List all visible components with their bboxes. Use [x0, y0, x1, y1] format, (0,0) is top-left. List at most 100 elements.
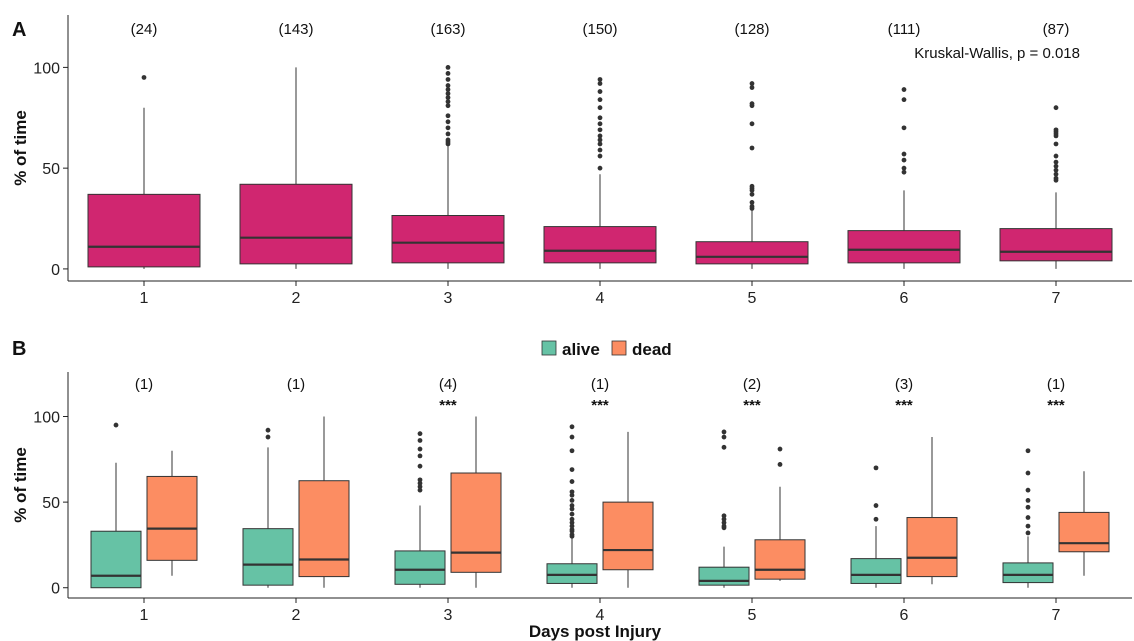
panel-a-day-3-outlier-point	[445, 83, 451, 88]
panel-b-alive-day-5-outlier-point	[721, 523, 727, 529]
panel-a-day-3-outlier-point	[445, 77, 451, 82]
panel-a-x-tick-label: 2	[292, 290, 301, 307]
panel-b-alive-day-4-outlier-point	[569, 424, 575, 430]
panel-b-alive-day-5-outlier-point	[721, 434, 727, 440]
panel-a-day-3-outlier-point	[445, 137, 451, 143]
panel-b-alive-day-4-box	[546, 563, 598, 584]
panel-a-day-1-box	[87, 193, 201, 268]
panel-b-dead-day-5-outlier-point	[777, 462, 783, 467]
panel-b-x-tick-label: 2	[292, 607, 301, 624]
panel-b-alive-day-4-outlier-point	[569, 489, 575, 495]
panel-a-day-3-outlier-point	[445, 64, 451, 70]
panel-a-day-6-outlier-point	[901, 87, 907, 92]
panel-a-day-6-outlier-point	[901, 125, 907, 131]
panel-a-day-7-outlier-point	[1053, 171, 1059, 177]
panel-a-day-6-outlier-point	[901, 97, 907, 103]
panel-b-significance-mark: ***	[591, 397, 609, 414]
panel-a-day-6-outlier-point	[901, 157, 907, 163]
panel-b-alive-day-6-outlier-point	[873, 503, 879, 508]
panel-b-alive-day-2-outlier-point	[265, 434, 271, 440]
panel-a-day-4-outlier-point	[597, 115, 603, 121]
panel-a-day-4-outlier-point	[597, 137, 603, 143]
panel-a-day-5-outlier-point	[749, 200, 755, 205]
panel-b-alive-day-3-outlier-point	[417, 480, 423, 486]
panel-b-dead-day-5-box	[754, 539, 806, 580]
panel-a-plot-area: 0 50 100 1 (24) 2 (143) 3 (163) 4 (150) 5 (128) 6 (111…	[33, 15, 1132, 307]
panel-a-day-7-box	[999, 228, 1113, 262]
panel-a-day-5-outlier-point	[749, 85, 755, 90]
panel-b-sample-count: (3)	[895, 376, 913, 393]
panel-b-alive-day-5-box	[698, 566, 750, 586]
panel-a-sample-count: (24)	[131, 21, 158, 38]
panel-b-alive-day-4-outlier-point	[569, 498, 575, 503]
panel-a-day-5-outlier-point	[749, 81, 755, 86]
panel-b-y-tick-label: 0	[51, 581, 60, 598]
panel-a-day-4-outlier-point	[597, 141, 603, 147]
panel-b-alive-day-2-outlier-point	[265, 427, 271, 433]
panel-b-alive-day-4-outlier-point	[569, 434, 575, 440]
panel-a-day-6-outlier-point	[901, 151, 907, 157]
panel-a-sample-count: (111)	[888, 21, 921, 38]
panel-b-alive-day-7-outlier-point	[1025, 523, 1031, 529]
legend-swatch-dead	[611, 340, 627, 356]
panel-b-x-tick-label: 3	[444, 607, 453, 624]
panel-b-alive-day-3-outlier-point	[417, 484, 423, 490]
panel-b-alive-day-3-outlier-point	[417, 477, 423, 483]
panel-a-x-tick-label: 4	[596, 290, 605, 307]
panel-b-alive-day-3-outlier-point	[417, 463, 423, 469]
panel-a-day-3-outlier-point	[445, 99, 451, 105]
panel-b-significance-mark: ***	[1047, 397, 1065, 414]
panel-a-day-4-outlier-point	[597, 105, 603, 111]
panel-b-alive-day-5-outlier-point	[721, 444, 727, 450]
panel-a: A % of time Kruskal-Wallis, p = 0.018 0 5…	[11, 15, 1132, 307]
panel-a-y-tick-label: 0	[51, 262, 60, 279]
panel-a-day-3-outlier-point	[445, 91, 451, 96]
panel-b-y-tick-label: 50	[42, 495, 60, 512]
panel-b-dead-day-7-box	[1058, 511, 1110, 553]
panel-a-day-3-outlier-point	[445, 87, 451, 92]
panel-b-x-tick-label: 4	[596, 607, 605, 624]
panel-b-alive-day-4-outlier-point	[569, 503, 575, 508]
panel-a-day-4-outlier-point	[597, 165, 603, 171]
panel-b-dead-day-2-box	[298, 480, 350, 578]
panel-a-day-5-outlier-point	[749, 183, 755, 189]
legend-label-alive: alive	[562, 340, 600, 359]
panel-b-alive-day-6-outlier-point	[873, 465, 879, 471]
panel-b-sample-count: (4)	[439, 376, 457, 393]
panel-a-y-tick-label: 100	[33, 60, 60, 77]
panel-a-day-4-outlier-point	[597, 97, 603, 103]
panel-a-day-4-outlier-point	[597, 147, 603, 153]
panel-a-day-4-outlier-point	[597, 127, 603, 133]
panel-b-alive-day-7-outlier-point	[1025, 448, 1031, 454]
panel-b-x-tick-label: 5	[748, 607, 757, 624]
panel-b-sample-count: (2)	[743, 376, 761, 393]
panel-b-alive-day-5-outlier-point	[721, 429, 727, 435]
x-axis-title: Days post Injury	[529, 622, 662, 641]
panel-b-alive-day-4-outlier-point	[569, 467, 575, 472]
legend-swatch-alive	[541, 340, 557, 356]
panel-b-significance-mark: ***	[743, 397, 761, 414]
panel-b-alive-day-7-outlier-point	[1025, 487, 1031, 493]
panel-a-sample-count: (87)	[1043, 21, 1070, 38]
panel-a-day-5-outlier-point	[749, 121, 755, 127]
panel-a-day-4-outlier-point	[597, 121, 603, 127]
panel-b-sample-count: (1)	[591, 376, 609, 393]
panel-a-day-7-outlier-point	[1053, 141, 1059, 147]
panel-b-alive-day-3-outlier-point	[417, 453, 423, 459]
panel-a-sample-count: (143)	[278, 21, 313, 38]
panel-b-sample-count: (1)	[287, 376, 305, 393]
panel-a-day-7-outlier-point	[1053, 105, 1059, 111]
panel-b-alive-day-7-outlier-point	[1025, 515, 1031, 520]
panel-a-day-6-box	[847, 230, 961, 264]
panel-a-day-5-outlier-point	[749, 191, 755, 197]
panel-a-x-tick-label: 3	[444, 290, 453, 307]
panel-a-day-7-outlier-point	[1053, 159, 1059, 165]
panel-b-dead-day-1-box	[146, 475, 198, 561]
panel-b-alive-day-1-outlier-point	[113, 422, 119, 428]
panel-b-alive-day-4-outlier-point	[569, 511, 575, 517]
panel-a-y-tick-label: 50	[42, 161, 60, 178]
panel-b-alive-day-3-outlier-point	[417, 438, 423, 443]
panel-a-x-tick-label: 7	[1052, 290, 1061, 307]
panel-a-day-7-outlier-point	[1053, 163, 1059, 169]
panel-a-day-6-outlier-point	[901, 169, 907, 175]
